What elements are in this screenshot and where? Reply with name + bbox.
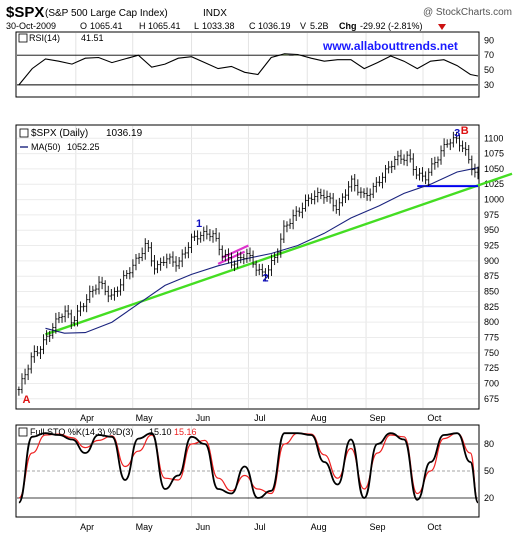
down-arrow-icon — [438, 24, 446, 30]
volume-value: 5.2B — [310, 21, 329, 31]
close-label: C — [249, 21, 256, 31]
low-label: L — [194, 21, 199, 31]
close-value: 1036.19 — [258, 21, 291, 31]
price-tick-label: 875 — [484, 271, 499, 281]
stoch-k-value: 15.10 — [149, 427, 172, 437]
rsi-y-tick-labels: 90 70 50 30 — [484, 35, 494, 89]
price-tick-label: 950 — [484, 225, 499, 235]
high-label: H — [139, 21, 146, 31]
price-tick-label: 675 — [484, 394, 499, 404]
price-tick-label: 850 — [484, 287, 499, 297]
rsi-legend-swatch — [19, 34, 27, 42]
price-legend-swatch — [20, 129, 28, 137]
rsi-tick-label: 90 — [484, 35, 494, 45]
price-tick-label: 925 — [484, 241, 499, 251]
wave-label: A — [23, 394, 31, 406]
rsi-tick-label: 70 — [484, 50, 494, 60]
month-label: Jun — [196, 413, 211, 423]
month-label: Jun — [196, 522, 211, 532]
quote-line: 30-Oct-2009 O 1065.41 H 1065.41 L 1033.3… — [6, 21, 446, 31]
month-label: May — [136, 522, 154, 532]
price-tick-label: 800 — [484, 317, 499, 327]
price-tick-label: 1075 — [484, 149, 504, 159]
price-tick-label: 1000 — [484, 195, 504, 205]
stoch-d-value: 15.16 — [174, 427, 197, 437]
month-label: Aug — [311, 413, 327, 423]
stoch-tick-label: 20 — [484, 493, 494, 503]
stoch-legend-name: Full STO %K(14,3) %D(3) — [30, 427, 133, 437]
month-label: Jul — [254, 522, 266, 532]
price-tick-label: 825 — [484, 302, 499, 312]
open-value: 1065.41 — [90, 21, 123, 31]
high-value: 1065.41 — [148, 21, 181, 31]
wave-label: 2 — [262, 273, 268, 285]
stoch-legend-swatch — [19, 428, 27, 436]
exchange-label: INDX — [203, 8, 227, 19]
stoch-y-tick-labels: 80 50 20 — [484, 439, 494, 503]
change-value: -29.92 (-2.81%) — [360, 21, 423, 31]
month-label: Apr — [80, 522, 94, 532]
month-label: Oct — [427, 522, 442, 532]
price-tick-label: 1050 — [484, 164, 504, 174]
month-label: Jul — [254, 413, 266, 423]
month-label: Oct — [427, 413, 442, 423]
ma-legend-name: MA(50) — [31, 142, 61, 152]
quote-date: 30-Oct-2009 — [6, 21, 56, 31]
month-label: Apr — [80, 413, 94, 423]
open-label: O — [80, 21, 87, 31]
month-label: Aug — [311, 522, 327, 532]
price-tick-label: 775 — [484, 333, 499, 343]
price-legend-value: 1036.19 — [106, 128, 143, 139]
wave-label: 1 — [196, 218, 202, 230]
low-value: 1033.38 — [202, 21, 235, 31]
month-labels-upper: Apr May Jun Jul Aug Sep Oct — [80, 413, 442, 423]
change-label: Chg — [339, 21, 357, 31]
month-label: Sep — [369, 413, 385, 423]
price-panel — [16, 125, 479, 409]
wave-label: B — [461, 125, 469, 137]
rsi-legend-name: RSI(14) — [29, 33, 60, 43]
price-tick-label: 1100 — [484, 133, 503, 143]
price-tick-label: 900 — [484, 256, 499, 266]
copyright-label: @ StockCharts.com — [423, 7, 512, 18]
month-label: May — [136, 413, 154, 423]
rsi-tick-label: 50 — [484, 65, 494, 75]
price-tick-label: 750 — [484, 348, 499, 358]
rsi-tick-label: 30 — [484, 80, 494, 90]
rsi-legend-value: 41.51 — [81, 33, 104, 43]
price-tick-label: 725 — [484, 363, 499, 373]
price-tick-label: 700 — [484, 378, 499, 388]
ma-legend-value: 1052.25 — [67, 142, 100, 152]
website-label: www.allabouttrends.net — [322, 39, 458, 53]
index-name: (S&P 500 Large Cap Index) — [45, 8, 168, 19]
stoch-tick-label: 80 — [484, 439, 494, 449]
price-tick-label: 975 — [484, 210, 499, 220]
volume-label: V — [300, 21, 306, 31]
symbol-title: $SPX — [6, 4, 44, 21]
stoch-tick-label: 50 — [484, 466, 494, 476]
price-y-tick-labels: 675 700 725 750 775 800 825 850 875 900 925 950 975 1… — [484, 133, 504, 404]
month-label: Sep — [369, 522, 385, 532]
wave-label: 3 — [454, 127, 460, 139]
price-legend-name: $SPX (Daily) — [31, 128, 88, 139]
month-labels-lower: Apr May Jun Jul Aug Sep Oct — [80, 522, 442, 532]
